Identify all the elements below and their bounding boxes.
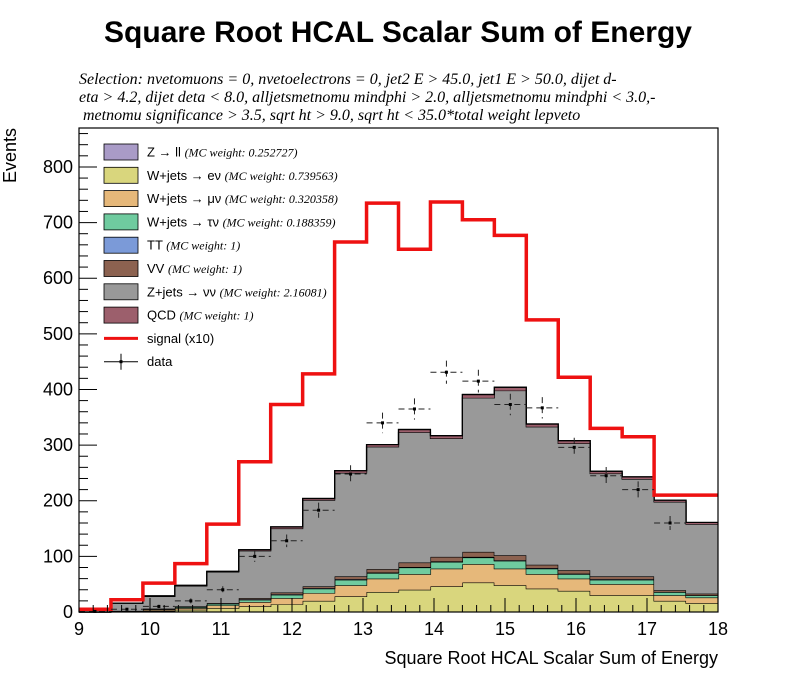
data-marker <box>412 407 416 411</box>
selection-line-1: Selection: nvetomuons = 0, nvetoelectron… <box>79 71 617 88</box>
legend-entry-weight: (MC weight: 1) <box>166 239 240 253</box>
y-axis-label: Events <box>0 128 20 183</box>
data-point <box>654 515 687 530</box>
data-point <box>398 398 431 420</box>
x-tick-label: 9 <box>74 619 84 639</box>
data-point <box>206 586 239 594</box>
selection-line-3: metnomu significance > 3.5, sqrt ht > 9.… <box>79 107 580 124</box>
data-point <box>590 466 623 485</box>
data-marker <box>253 554 257 558</box>
legend-data-marker <box>119 360 123 364</box>
y-tick-label: 0 <box>63 602 73 622</box>
data-point <box>558 437 591 457</box>
signal-line <box>79 200 718 611</box>
x-tick-label: 10 <box>140 619 160 639</box>
legend-entry-label: Z+jets → νν (MC weight: 2.16081) <box>147 284 327 299</box>
x-tick-label: 16 <box>566 619 586 639</box>
data-point <box>270 534 303 548</box>
data-point <box>334 465 367 483</box>
data-point <box>174 598 207 604</box>
y-tick-label: 400 <box>43 379 73 399</box>
legend-swatch <box>103 306 139 324</box>
chart-title: Square Root HCAL Scalar Sum of Energy <box>104 16 692 49</box>
legend-signal-label: signal (x10) <box>147 331 214 346</box>
legend-swatch <box>103 166 139 184</box>
plot-frame <box>78 127 719 613</box>
x-axis-label: Square Root HCAL Scalar Sum of Energy <box>385 648 719 668</box>
y-tick-label: 600 <box>43 268 73 288</box>
legend-entry-weight: (MC weight: 0.188359) <box>223 215 336 229</box>
data-marker <box>349 472 353 476</box>
data-point <box>622 481 655 498</box>
legend-swatch <box>103 283 139 301</box>
y-tick-label: 500 <box>43 324 73 344</box>
data-marker <box>157 604 161 608</box>
data-point <box>366 412 399 434</box>
y-tick-label: 200 <box>43 491 73 511</box>
legend-entry-weight: (MC weight: 1) <box>180 309 254 323</box>
x-tick-label: 15 <box>495 619 515 639</box>
legend-swatch <box>103 190 139 208</box>
data-marker <box>381 421 385 425</box>
data-point <box>142 604 175 609</box>
plot-area: 9 10 11 12 13 14 15 16 17 18 0 100 200 300 400 500 600 70… <box>43 127 728 639</box>
selection-line-2: eta > 4.2, dijet deta < 8.0, alljetsmetn… <box>79 89 655 106</box>
data-marker <box>317 508 321 512</box>
data-marker <box>444 370 448 374</box>
data-point <box>238 550 271 562</box>
data-marker <box>604 474 608 478</box>
y-tick-label: 300 <box>43 435 73 455</box>
x-tick-label: 13 <box>353 619 373 639</box>
legend-swatch <box>103 236 139 254</box>
legend: Z → ll (MC weight: 0.252727) W+jets → eν … <box>103 143 338 370</box>
x-tick-label: 18 <box>708 619 728 639</box>
legend-entry-weight: (MC weight: 0.320358) <box>225 192 338 206</box>
legend-entry-label: TT (MC weight: 1) <box>147 238 240 253</box>
data-marker <box>540 406 544 410</box>
legend-entry-weight: (MC weight: 0.739563) <box>225 169 338 183</box>
legend-swatch <box>103 260 139 277</box>
legend-entry-label: VV (MC weight: 1) <box>147 261 242 276</box>
legend-entry-label: W+jets → τν (MC weight: 0.188359) <box>147 214 336 229</box>
data-marker <box>508 402 512 406</box>
y-tick-label: 800 <box>43 157 73 177</box>
data-point <box>302 502 335 518</box>
legend-data-label: data <box>147 354 173 369</box>
legend-entry-label: W+jets → eν (MC weight: 0.739563) <box>147 168 338 183</box>
legend-entry-label: W+jets → μν (MC weight: 0.320358) <box>147 191 338 206</box>
legend-entry-weight: (MC weight: 0.252727) <box>185 146 298 160</box>
legend-entry-weight: (MC weight: 1) <box>168 262 242 276</box>
data-marker <box>668 521 672 525</box>
legend-swatch <box>103 213 139 231</box>
data-marker <box>285 539 289 543</box>
x-tick-label: 17 <box>637 619 657 639</box>
x-tick-label: 11 <box>212 619 231 639</box>
data-marker <box>572 445 576 449</box>
data-marker <box>189 599 193 603</box>
stack-series-6 <box>79 387 718 610</box>
data-point <box>110 607 143 611</box>
data-point <box>430 360 463 384</box>
x-tick-label: 12 <box>282 619 302 639</box>
y-tick-label: 100 <box>43 546 73 566</box>
data-marker <box>476 379 480 383</box>
data-marker <box>636 488 640 492</box>
legend-swatch <box>103 143 139 161</box>
data-marker <box>125 607 129 611</box>
legend-entry-weight: (MC weight: 2.16081) <box>220 285 327 299</box>
data-marker <box>221 588 225 592</box>
x-tick-label: 14 <box>424 619 444 639</box>
legend-entry-label: QCD (MC weight: 1) <box>147 308 254 323</box>
data-point <box>494 393 527 416</box>
y-tick-label: 700 <box>43 213 73 233</box>
data-point <box>462 369 495 393</box>
legend-entry-label: Z → ll (MC weight: 0.252727) <box>147 145 298 160</box>
data-point <box>526 397 559 419</box>
